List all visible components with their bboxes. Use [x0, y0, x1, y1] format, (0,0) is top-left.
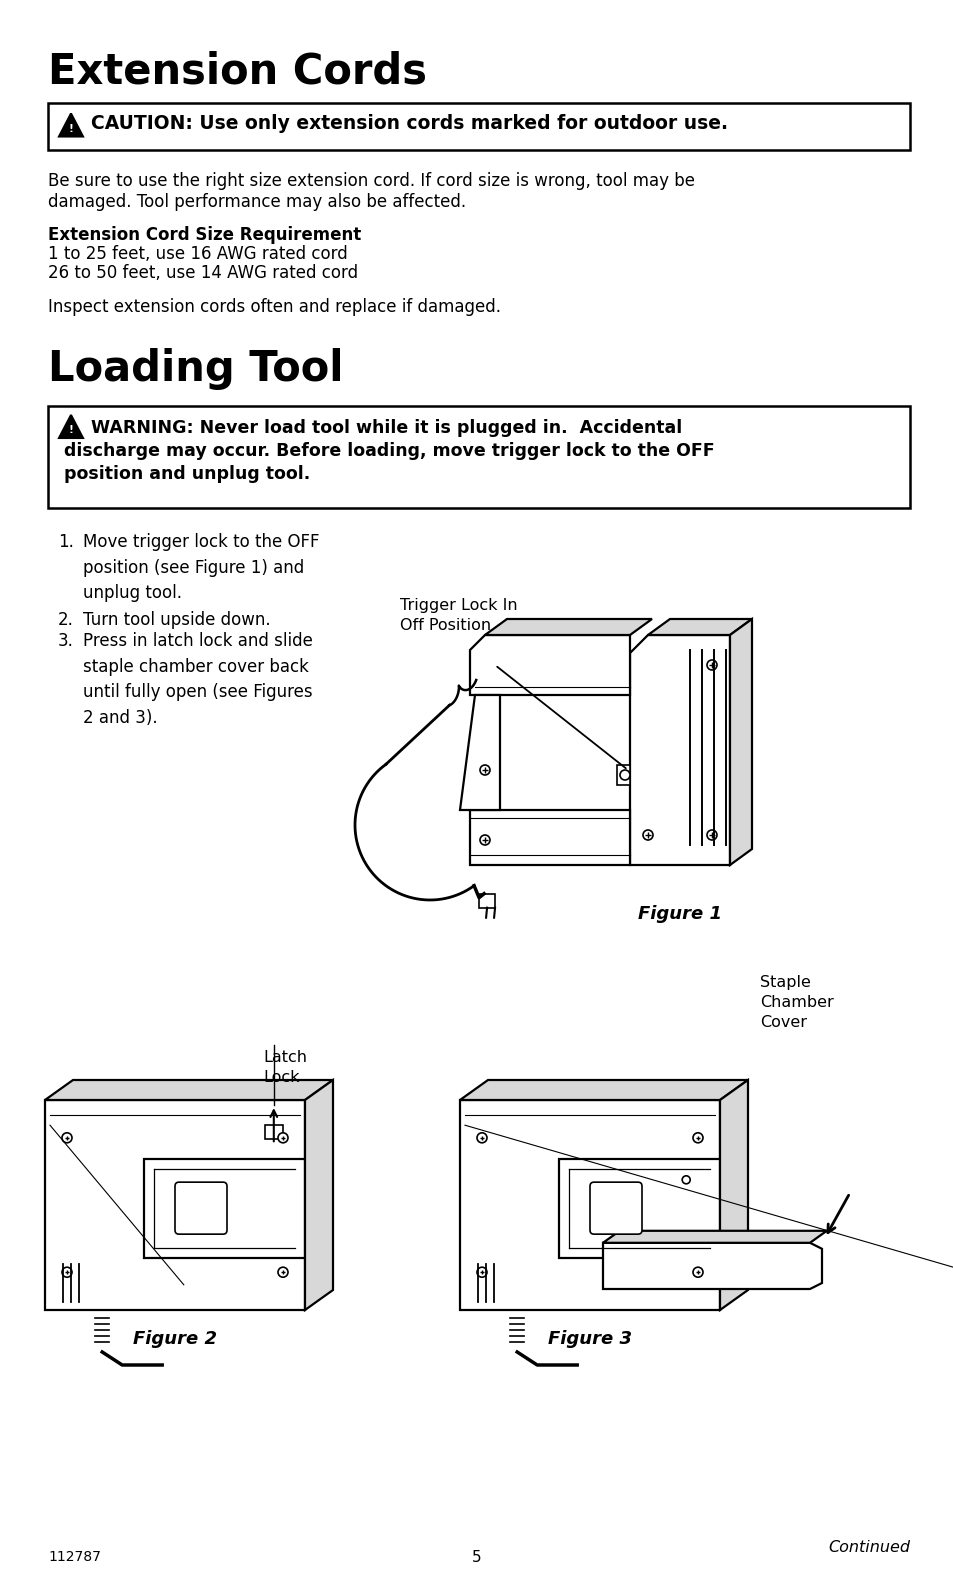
Circle shape	[62, 1133, 71, 1143]
Polygon shape	[305, 1080, 333, 1309]
Text: Figure 3: Figure 3	[547, 1330, 631, 1349]
Polygon shape	[59, 415, 83, 439]
Text: WARNING: Never load tool while it is plugged in.  Accidental: WARNING: Never load tool while it is plu…	[91, 420, 681, 437]
Circle shape	[277, 1267, 288, 1276]
Text: Continued: Continued	[827, 1541, 909, 1555]
Polygon shape	[629, 635, 729, 865]
Text: CAUTION: Use only extension cords marked for outdoor use.: CAUTION: Use only extension cords marked…	[91, 115, 727, 134]
Text: Extension Cord Size Requirement: Extension Cord Size Requirement	[48, 226, 361, 244]
Text: 3.: 3.	[58, 632, 73, 649]
Polygon shape	[729, 619, 751, 865]
Polygon shape	[470, 810, 629, 865]
Text: Trigger Lock In
Off Position: Trigger Lock In Off Position	[399, 597, 517, 634]
Circle shape	[476, 1267, 486, 1276]
Polygon shape	[720, 1080, 747, 1309]
Circle shape	[681, 1176, 689, 1184]
Bar	[144, 1159, 305, 1258]
Text: 1 to 25 feet, use 16 AWG rated cord: 1 to 25 feet, use 16 AWG rated cord	[48, 245, 348, 263]
Text: position and unplug tool.: position and unplug tool.	[64, 465, 310, 483]
Polygon shape	[459, 695, 499, 810]
Text: !: !	[69, 124, 73, 134]
Circle shape	[476, 1133, 486, 1143]
Text: Move trigger lock to the OFF
position (see Figure 1) and
unplug tool.: Move trigger lock to the OFF position (s…	[83, 533, 319, 602]
Circle shape	[642, 830, 652, 839]
Circle shape	[62, 1267, 71, 1276]
Text: Extension Cords: Extension Cords	[48, 50, 427, 93]
Text: Staple
Chamber
Cover: Staple Chamber Cover	[760, 975, 833, 1030]
Text: discharge may occur. Before loading, move trigger lock to the OFF: discharge may occur. Before loading, mov…	[64, 442, 714, 461]
Polygon shape	[45, 1100, 305, 1309]
Bar	[48, 104, 909, 149]
Text: Latch
Lock: Latch Lock	[264, 1050, 308, 1085]
Polygon shape	[484, 619, 651, 635]
Text: Figure 1: Figure 1	[638, 905, 721, 923]
Text: 5: 5	[472, 1550, 481, 1566]
FancyBboxPatch shape	[589, 1182, 641, 1234]
Bar	[48, 406, 909, 508]
Bar	[478, 893, 495, 907]
Bar	[617, 766, 629, 784]
Circle shape	[706, 830, 717, 839]
Text: Loading Tool: Loading Tool	[48, 347, 343, 390]
Circle shape	[479, 835, 490, 846]
Polygon shape	[470, 635, 629, 695]
Text: !: !	[69, 424, 73, 435]
Text: 112787: 112787	[48, 1550, 101, 1564]
Circle shape	[619, 770, 629, 780]
Polygon shape	[602, 1243, 821, 1289]
Circle shape	[277, 1133, 288, 1143]
Circle shape	[692, 1133, 702, 1143]
Text: Be sure to use the right size extension cord. If cord size is wrong, tool may be: Be sure to use the right size extension …	[48, 171, 695, 190]
Text: Figure 2: Figure 2	[132, 1330, 216, 1349]
Text: Press in latch lock and slide
staple chamber cover back
until fully open (see Fi: Press in latch lock and slide staple cha…	[83, 632, 313, 728]
Circle shape	[692, 1267, 702, 1276]
Polygon shape	[45, 1080, 333, 1100]
Text: 26 to 50 feet, use 14 AWG rated cord: 26 to 50 feet, use 14 AWG rated cord	[48, 264, 357, 281]
Polygon shape	[459, 1080, 747, 1100]
Bar	[558, 1159, 720, 1258]
Text: 1.: 1.	[58, 533, 73, 552]
Circle shape	[479, 766, 490, 775]
FancyBboxPatch shape	[174, 1182, 227, 1234]
Polygon shape	[602, 1231, 826, 1243]
Polygon shape	[647, 619, 751, 635]
Text: 2.: 2.	[58, 612, 73, 629]
Circle shape	[706, 660, 717, 670]
Bar	[265, 1126, 282, 1140]
Polygon shape	[59, 113, 83, 137]
Text: Inspect extension cords often and replace if damaged.: Inspect extension cords often and replac…	[48, 299, 500, 316]
Polygon shape	[459, 1100, 720, 1309]
Text: Turn tool upside down.: Turn tool upside down.	[83, 612, 271, 629]
Text: damaged. Tool performance may also be affected.: damaged. Tool performance may also be af…	[48, 193, 466, 211]
